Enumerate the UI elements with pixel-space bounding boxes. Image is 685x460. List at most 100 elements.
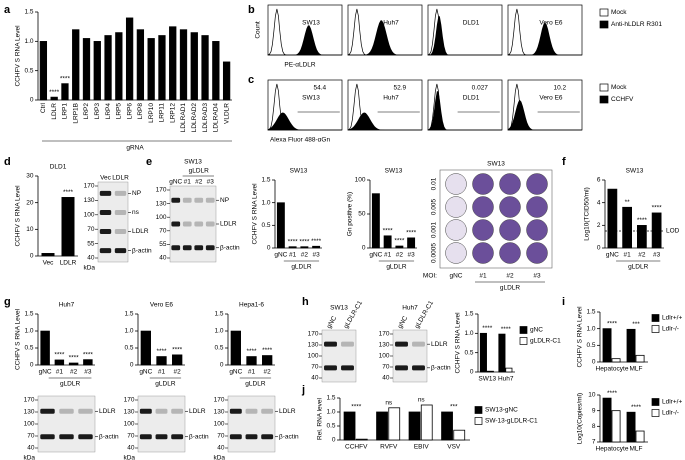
marker-label: 130 bbox=[308, 342, 319, 349]
legend-label: Mock bbox=[611, 9, 627, 16]
sample-histogram bbox=[268, 112, 342, 130]
legend-label: gNC bbox=[530, 327, 543, 334]
marker-label: 130 bbox=[156, 200, 167, 207]
bar bbox=[61, 197, 75, 257]
x-tick-label: Ctrl bbox=[40, 102, 47, 113]
bar bbox=[93, 41, 101, 101]
significance: **** bbox=[607, 320, 618, 327]
x-tick-label: #2 bbox=[174, 369, 182, 376]
marker-label: 100 bbox=[308, 353, 319, 360]
gate-value: 10.2 bbox=[553, 85, 566, 92]
y-tick-label: 1.0 bbox=[326, 409, 335, 416]
cell-label: DLD1 bbox=[463, 95, 480, 102]
y-tick-label: 0 bbox=[597, 245, 601, 252]
marker-label: 170 bbox=[84, 183, 95, 190]
bar bbox=[441, 411, 453, 441]
panel-label: h bbox=[302, 296, 309, 308]
x-tick-label: LDLRAD3 bbox=[202, 103, 209, 133]
y-tick-label: 1.0 bbox=[24, 328, 33, 335]
x-tick-label: Vec bbox=[43, 260, 55, 267]
x-axis-label: gRNA bbox=[126, 145, 144, 152]
gate-value: 52.9 bbox=[393, 85, 406, 92]
blot bbox=[37, 395, 96, 453]
x-tick-label: LRP10 bbox=[148, 103, 155, 123]
bar bbox=[39, 41, 48, 101]
significance: **** bbox=[406, 230, 417, 237]
x-tick-label: #2 bbox=[70, 369, 78, 376]
group-label: gLDLR bbox=[500, 285, 521, 292]
x-tick-label: MLF bbox=[630, 446, 643, 453]
cell-label: SW13 bbox=[302, 20, 320, 27]
band-label: β-actin bbox=[189, 433, 209, 440]
panel-label: i bbox=[562, 296, 565, 308]
bar bbox=[158, 35, 166, 101]
x-tick-label: #2 bbox=[264, 369, 272, 376]
bar bbox=[626, 328, 636, 363]
y-tick-label: 9 bbox=[592, 407, 596, 414]
moi-label: 0.01 bbox=[431, 177, 438, 190]
panel-label: e bbox=[146, 156, 152, 168]
lane-label: LDLR bbox=[112, 175, 129, 182]
x-tick-label: #1 bbox=[384, 252, 392, 259]
well bbox=[526, 242, 548, 264]
y-tick-label: 0.5 bbox=[214, 345, 223, 352]
y-tick-label: 1.5 bbox=[214, 311, 223, 318]
x-tick-label: CCHFV bbox=[345, 444, 368, 451]
lod-label: LOD bbox=[666, 228, 680, 235]
legend-swatch bbox=[599, 83, 609, 92]
band bbox=[171, 434, 184, 440]
bar bbox=[355, 438, 368, 441]
blot-title: Huh7 bbox=[402, 305, 418, 312]
band bbox=[155, 434, 168, 440]
well bbox=[445, 242, 467, 264]
blot-title: SW13 bbox=[184, 159, 202, 166]
panel-label: c bbox=[248, 74, 254, 86]
band bbox=[139, 408, 152, 414]
bar bbox=[408, 411, 421, 441]
group-label: gLDLR bbox=[60, 381, 81, 388]
bar bbox=[505, 367, 513, 373]
band bbox=[114, 229, 127, 235]
y-tick-label: 0 bbox=[362, 245, 366, 252]
significance: **** bbox=[83, 351, 94, 358]
significance: **** bbox=[288, 238, 299, 245]
bar bbox=[172, 354, 183, 366]
significance: **** bbox=[637, 217, 648, 224]
marker-label: 70 bbox=[159, 228, 167, 235]
bar bbox=[140, 330, 151, 366]
legend-swatch bbox=[474, 417, 483, 425]
kda-label: kDa bbox=[123, 455, 135, 460]
band bbox=[205, 197, 215, 203]
bar bbox=[262, 355, 273, 366]
group-label: gLDLR bbox=[386, 264, 407, 271]
legend-label: SW-13-gLDLR-C1 bbox=[485, 418, 538, 425]
y-tick-label: 0 bbox=[592, 359, 596, 366]
x-tick-label: LRP11 bbox=[159, 103, 166, 123]
significance: **** bbox=[501, 326, 512, 333]
band-label: β-actin bbox=[431, 365, 451, 372]
band bbox=[412, 365, 425, 371]
y-tick-label: 1.5 bbox=[326, 395, 335, 402]
band bbox=[229, 408, 242, 414]
significance: **** bbox=[246, 348, 257, 355]
legend-label: Ldlr+/+ bbox=[662, 399, 682, 406]
legend-swatch bbox=[599, 20, 609, 29]
bar bbox=[276, 202, 285, 249]
y-tick-label: 4 bbox=[597, 199, 601, 206]
band bbox=[114, 209, 127, 215]
y-axis-label: Count bbox=[255, 21, 262, 39]
well bbox=[526, 196, 548, 218]
well bbox=[472, 219, 494, 241]
band bbox=[395, 365, 408, 371]
marker-label: 100 bbox=[24, 421, 35, 428]
bar bbox=[40, 330, 50, 366]
group-label: gLDLR bbox=[155, 381, 176, 388]
significance: **** bbox=[60, 75, 71, 82]
significance: **** bbox=[54, 352, 65, 359]
x-tick-label: LRP5 bbox=[116, 103, 123, 120]
column-label: gNC bbox=[449, 273, 462, 280]
moi-axis-label: MOI: bbox=[423, 273, 437, 280]
band-label: ns bbox=[132, 209, 140, 216]
bar bbox=[230, 330, 241, 366]
group-label: gLDLR bbox=[189, 168, 210, 175]
